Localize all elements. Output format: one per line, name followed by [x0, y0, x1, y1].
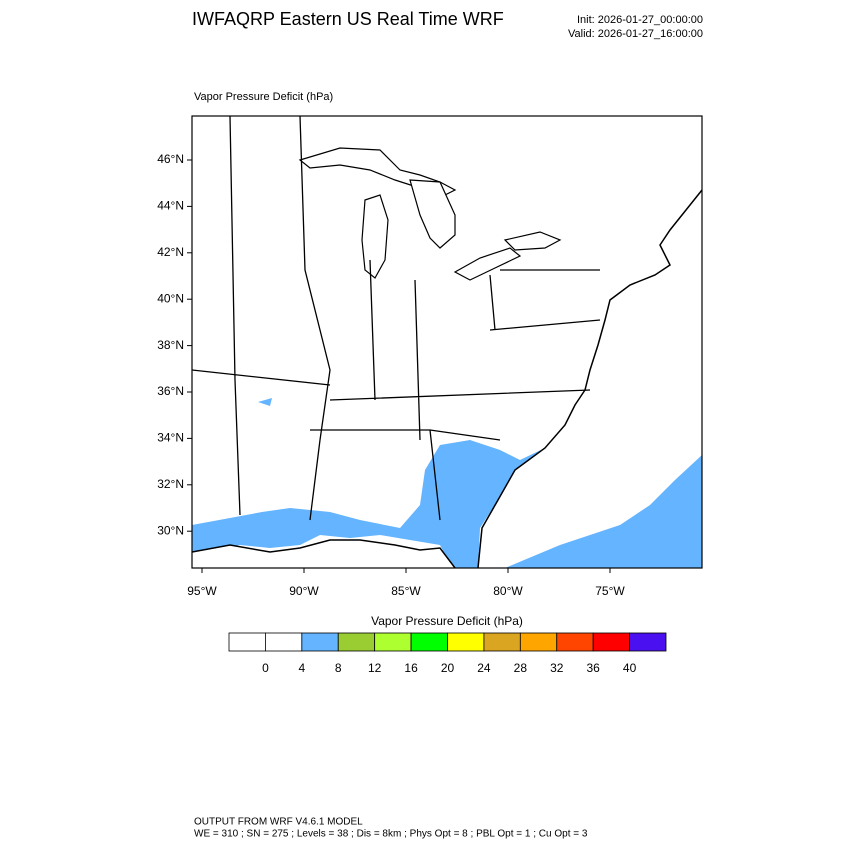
vpd-shading	[505, 455, 702, 568]
colorbar-box	[228, 632, 266, 652]
lake	[453, 247, 522, 281]
lat-label: 38°N	[157, 338, 184, 352]
colorbar-label: 24	[477, 661, 491, 675]
lon-label: 80°W	[493, 584, 523, 598]
vpd-shading	[192, 440, 545, 568]
valid-time: Valid: 2026-01-27_16:00:00	[568, 28, 703, 40]
colorbar-title: Vapor Pressure Deficit (hPa)	[371, 614, 523, 628]
colorbar-label: 32	[550, 661, 564, 675]
lat-label: 42°N	[157, 245, 184, 259]
lon-label: 90°W	[289, 584, 319, 598]
lake	[503, 231, 562, 251]
colorbar-label: 0	[262, 661, 269, 675]
colorbar: Vapor Pressure Deficit (hPa) 0 4 8 12 16 20 24…	[228, 614, 667, 675]
colorbar-box	[301, 632, 339, 652]
map-content	[192, 116, 702, 568]
lat-label: 44°N	[157, 199, 184, 213]
lat-label: 40°N	[157, 291, 184, 305]
footer-line: WE = 310 ; SN = 275 ; Levels = 38 ; Dis …	[194, 829, 588, 840]
colorbar-label: 4	[298, 661, 305, 675]
vpd-shading	[258, 398, 272, 406]
lake	[361, 194, 389, 279]
colorbar-box	[556, 632, 594, 652]
colorbar-box	[374, 632, 412, 652]
lon-label: 85°W	[391, 584, 421, 598]
colorbar-box	[447, 632, 485, 652]
colorbar-label: 16	[404, 661, 418, 675]
colorbar-label: 40	[623, 661, 637, 675]
colorbar-label: 36	[586, 661, 600, 675]
colorbar-box	[483, 632, 521, 652]
state-borders	[192, 116, 601, 521]
lat-label: 36°N	[157, 384, 184, 398]
lat-label: 46°N	[157, 152, 184, 166]
colorbar-label: 28	[514, 661, 528, 675]
colorbar-box	[592, 632, 630, 652]
lat-label: 32°N	[157, 477, 184, 491]
colorbar-box	[337, 632, 376, 652]
colorbar-box	[519, 632, 558, 652]
colorbar-label: 20	[441, 661, 455, 675]
colorbar-label: 8	[335, 661, 342, 675]
title: IWFAQRP Eastern US Real Time WRF	[192, 9, 504, 29]
map-frame	[191, 115, 703, 569]
footer-line: OUTPUT FROM WRF V4.6.1 MODEL	[194, 817, 363, 828]
map: 46°N 44°N 42°N 40°N 38°N 36°N 34°N 32°N 30°N 95°W…	[157, 115, 703, 598]
lon-label: 75°W	[595, 584, 625, 598]
colorbar-box	[265, 632, 303, 652]
colorbar-box	[410, 632, 448, 652]
lon-label: 95°W	[187, 584, 217, 598]
colorbar-label: 12	[368, 661, 382, 675]
lat-label: 34°N	[157, 431, 184, 445]
lat-label: 30°N	[157, 523, 184, 537]
gulf	[192, 540, 455, 568]
lake	[409, 179, 456, 249]
colorbar-box	[629, 632, 667, 652]
coastline	[192, 189, 702, 568]
field-title: Vapor Pressure Deficit (hPa)	[194, 91, 333, 103]
init-time: Init: 2026-01-27_00:00:00	[577, 14, 703, 26]
